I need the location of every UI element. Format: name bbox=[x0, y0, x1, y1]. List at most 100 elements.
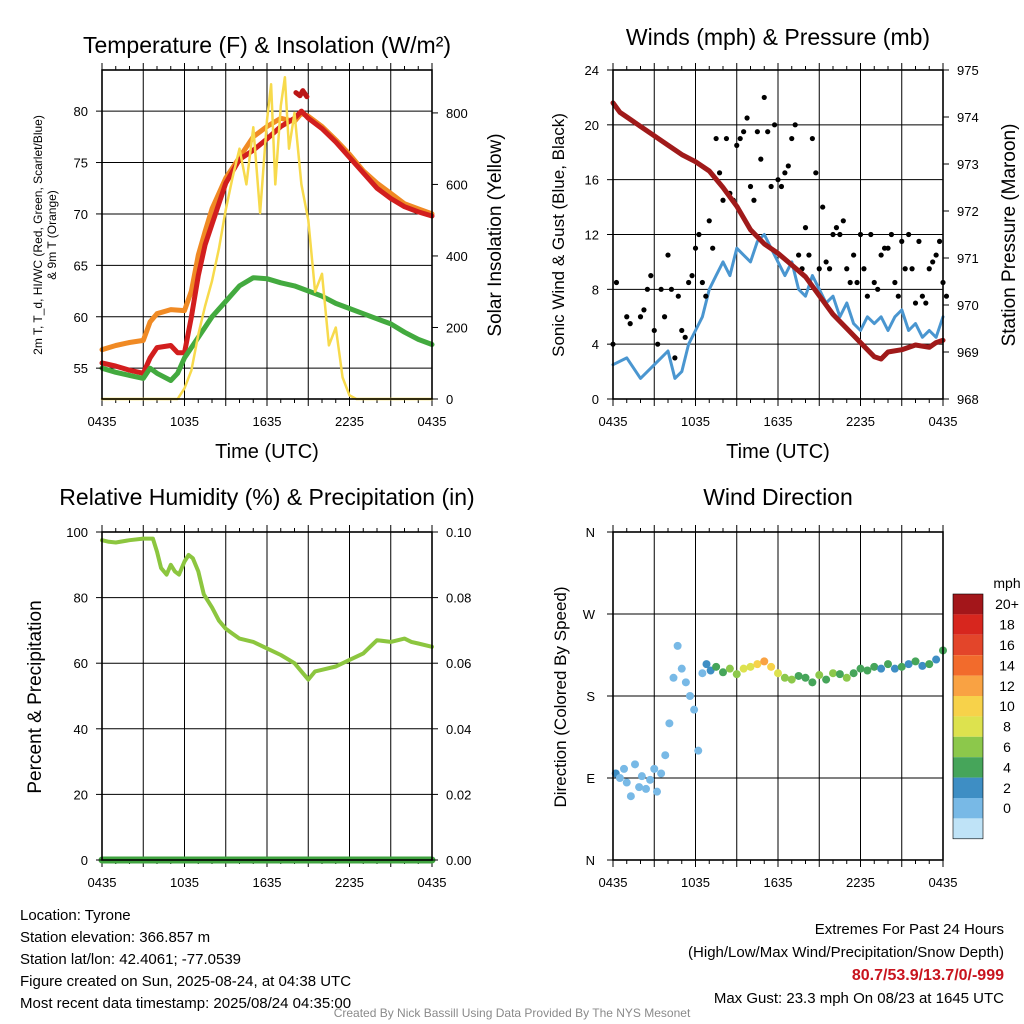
wind-gust-point bbox=[661, 314, 668, 320]
plots-layer: 0435 1035 1635 2235 043555606570758002004006… bbox=[66, 63, 1019, 890]
legend-swatch bbox=[953, 777, 983, 798]
dir-point bbox=[822, 675, 831, 684]
wind-gust-point bbox=[675, 293, 681, 299]
temp-y2-tick-label: 800 bbox=[446, 106, 468, 121]
temp-series-line-1 bbox=[99, 108, 435, 376]
wind-gust-point bbox=[682, 334, 688, 340]
recent-data-text: Most recent data timestamp: 2025/08/24 0… bbox=[20, 995, 352, 1012]
elevation-text: Station elevation: 366.857 m bbox=[20, 929, 211, 946]
wind-gust-point bbox=[936, 238, 943, 244]
dir-x-tick-label: 0435 bbox=[929, 875, 958, 890]
wind-y-tick-label: 4 bbox=[592, 337, 599, 352]
dir-point bbox=[677, 664, 686, 673]
wind-panel-title: Winds (mph) & Pressure (mb) bbox=[626, 24, 930, 50]
dir-point bbox=[925, 660, 934, 669]
rh-y2-tick-label: 0.02 bbox=[446, 787, 471, 802]
wind-gust-point bbox=[813, 170, 819, 176]
dir-point bbox=[774, 669, 782, 678]
temp-y2-tick-label: 600 bbox=[446, 177, 468, 192]
legend-label: 20+ bbox=[995, 596, 1019, 612]
dir-point bbox=[698, 669, 707, 678]
extremes-values: 80.7/53.9/13.7/0/-999 bbox=[851, 967, 1004, 984]
extremes-title: Extremes For Past 24 Hours bbox=[814, 921, 1004, 938]
wind-gust-point bbox=[888, 231, 895, 238]
wind-gust-point bbox=[847, 279, 853, 286]
wind-gust-point bbox=[737, 135, 743, 142]
wind-gust-point bbox=[720, 197, 726, 203]
wind-gust-point bbox=[785, 163, 791, 169]
wind-gust-point bbox=[909, 266, 915, 272]
dir-point bbox=[890, 664, 899, 673]
wind-gust-point bbox=[658, 286, 664, 292]
legend-label: 0 bbox=[1003, 800, 1011, 816]
wind-gust-point bbox=[892, 279, 898, 286]
dir-point bbox=[732, 670, 741, 679]
rh-panel-title: Relative Humidity (%) & Precipitation (i… bbox=[59, 484, 474, 510]
dir-point bbox=[615, 774, 624, 782]
wind-gust-point bbox=[627, 321, 633, 327]
dir-point bbox=[760, 657, 769, 666]
wind-gust-point bbox=[923, 300, 929, 306]
dir-point bbox=[877, 664, 886, 673]
wind-gust-point bbox=[830, 231, 836, 238]
rh-y2-tick-label: 0.10 bbox=[446, 525, 471, 540]
temp-y-tick-label: 70 bbox=[74, 207, 88, 222]
rh-x-tick-label: 1035 bbox=[170, 875, 199, 890]
wind-gust-point bbox=[751, 197, 757, 203]
temp-panel-title: Temperature (F) & Insolation (W/m²) bbox=[83, 32, 451, 58]
wind-y2-tick-label: 971 bbox=[957, 251, 979, 266]
dir-point bbox=[626, 792, 635, 801]
temp-x-tick-label: 0435 bbox=[418, 414, 447, 429]
wind-x-tick-label: 0435 bbox=[929, 414, 958, 429]
station-info: Location: Tyrone Station elevation: 366.… bbox=[20, 905, 351, 1015]
dir-point bbox=[712, 662, 721, 671]
wind-gust-point bbox=[861, 266, 867, 272]
dir-point bbox=[642, 784, 650, 793]
dir-point bbox=[815, 671, 824, 680]
credit-text: Created By Nick Bassill Using Data Provi… bbox=[333, 1006, 691, 1020]
rh-y2-tick-label: 0.00 bbox=[446, 853, 471, 868]
rh-x-tick-label: 0435 bbox=[88, 875, 117, 890]
wind-y-tick-label: 0 bbox=[592, 392, 599, 407]
wind-y-tick-label: 24 bbox=[585, 63, 599, 78]
temp-y2-tick-label: 200 bbox=[446, 320, 468, 335]
dir-y-tick-label: E bbox=[586, 771, 595, 786]
temp-y-tick-label: 55 bbox=[74, 361, 88, 376]
rh-x-tick-label: 2235 bbox=[335, 875, 364, 890]
wind-gust-point bbox=[943, 293, 950, 299]
max-gust-text: Max Gust: 23.3 mph On 08/23 at 1645 UTC bbox=[713, 990, 1004, 1007]
dir-point bbox=[694, 746, 703, 755]
location-text: Location: Tyrone bbox=[20, 907, 131, 924]
wind-gust-point bbox=[696, 231, 702, 238]
dir-x-tick-label: 1035 bbox=[681, 875, 710, 890]
rh-y2-tick-label: 0.08 bbox=[446, 591, 471, 606]
wind-gust-point bbox=[734, 142, 740, 148]
temp-y-tick-label: 65 bbox=[74, 258, 88, 273]
temp-series-line-2 bbox=[293, 88, 310, 100]
dir-point bbox=[835, 670, 844, 679]
wind-gust-point bbox=[651, 327, 657, 334]
wind-gust-point bbox=[926, 266, 932, 272]
dir-point bbox=[870, 662, 879, 671]
wind-gust-point bbox=[875, 286, 881, 292]
dir-point bbox=[780, 673, 789, 682]
wind-gust-point bbox=[919, 293, 925, 299]
wind-gust-point bbox=[665, 252, 671, 258]
wind-gust-point bbox=[916, 238, 922, 244]
wind-x-tick-label: 0435 bbox=[599, 414, 628, 429]
created-text: Figure created on Sun, 2025-08-24, at 04… bbox=[20, 973, 352, 990]
rh-x-tick-label: 1635 bbox=[253, 875, 282, 890]
wind-gust-point bbox=[871, 279, 877, 286]
legend-swatch bbox=[953, 594, 983, 615]
dir-point bbox=[856, 664, 865, 673]
dir-panel-title: Wind Direction bbox=[703, 484, 853, 510]
legend-label: 2 bbox=[1003, 780, 1011, 796]
rh-y-tick-label: 40 bbox=[74, 722, 88, 737]
dir-y-tick-label: W bbox=[583, 607, 596, 622]
wind-gust-point bbox=[703, 293, 709, 299]
legend-swatch bbox=[953, 736, 983, 758]
dir-point bbox=[702, 660, 711, 669]
wind-gust-point bbox=[933, 252, 939, 258]
dir-point bbox=[884, 660, 892, 669]
temp-series-line-4 bbox=[100, 75, 434, 401]
